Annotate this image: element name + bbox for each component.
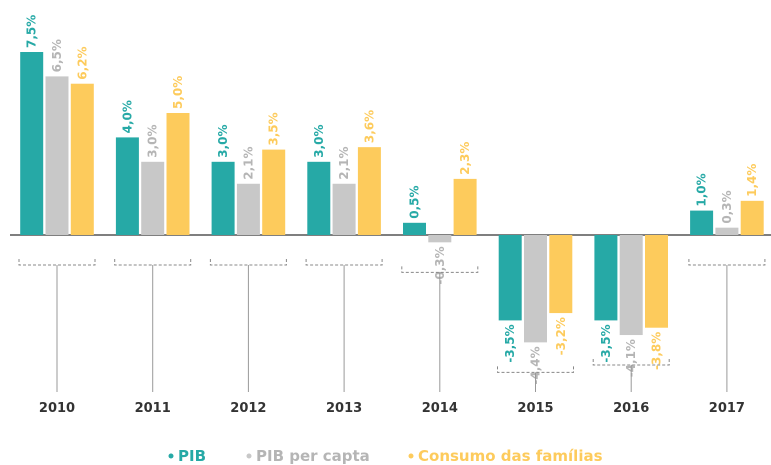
value-label: 1,4%	[745, 164, 759, 197]
bracket	[114, 259, 192, 266]
value-label: 5,0%	[171, 76, 185, 109]
legend-marker	[408, 453, 414, 459]
bar	[20, 52, 44, 235]
value-label: -4,1%	[624, 339, 638, 377]
bar	[357, 147, 381, 235]
value-label: -3,5%	[503, 324, 517, 362]
value-label: -4,4%	[529, 346, 543, 384]
bar	[403, 222, 426, 235]
bracket	[592, 359, 670, 366]
value-label: -0,3%	[433, 246, 447, 284]
bar	[115, 137, 139, 235]
value-label: 6,5%	[50, 39, 64, 72]
bracket	[18, 259, 96, 266]
bar	[524, 235, 547, 343]
x-tick-label: 2011	[135, 401, 171, 416]
bar	[236, 183, 260, 235]
value-label: 0,3%	[720, 190, 734, 223]
bracket	[688, 259, 766, 266]
x-tick-label: 2017	[709, 401, 745, 416]
bar	[141, 161, 165, 235]
x-tick-label: 2013	[326, 401, 362, 416]
bar	[645, 235, 668, 328]
legend-label: PIB	[178, 447, 206, 465]
x-tick-label: 2015	[517, 401, 553, 416]
legend-label: Consumo das famílias	[418, 447, 603, 465]
bar	[740, 200, 764, 235]
bar	[211, 161, 235, 235]
bar	[549, 235, 573, 314]
bar	[45, 76, 69, 236]
value-label: 3,0%	[216, 125, 230, 158]
bar	[307, 161, 331, 235]
bar	[690, 210, 714, 235]
bar	[453, 178, 477, 235]
bar	[715, 227, 739, 235]
x-tick-label: 2012	[230, 401, 266, 416]
value-label: -3,5%	[599, 324, 613, 362]
value-label: 6,2%	[75, 46, 89, 79]
value-label: 3,5%	[267, 112, 281, 145]
value-label: -3,2%	[554, 317, 568, 355]
legend-marker	[168, 453, 174, 459]
x-tick-label: 2014	[422, 401, 458, 416]
bar	[332, 183, 356, 235]
x-tick-label: 2010	[39, 401, 75, 416]
value-label: 3,6%	[362, 110, 376, 143]
bar	[262, 149, 286, 235]
value-label: 1,0%	[695, 173, 709, 206]
bracket	[305, 259, 383, 266]
value-label: 3,0%	[146, 125, 160, 158]
value-label: 2,1%	[241, 146, 255, 179]
bar	[498, 235, 522, 321]
value-label: 2,3%	[458, 142, 472, 175]
value-label: 2,1%	[337, 146, 351, 179]
legend-label: PIB per capta	[256, 447, 370, 465]
bar	[619, 235, 643, 336]
value-label: -3,8%	[650, 332, 664, 370]
bracket	[401, 266, 479, 273]
x-tick-label: 2016	[613, 401, 649, 416]
legend-marker	[246, 453, 252, 459]
value-label: 7,5%	[25, 15, 39, 48]
bar	[166, 113, 190, 235]
bar	[70, 83, 94, 235]
bar	[594, 235, 618, 321]
value-label: 3,0%	[312, 125, 326, 158]
bracket	[209, 259, 287, 266]
value-label: 4,0%	[120, 100, 134, 133]
bar	[428, 235, 452, 243]
value-label: 0,5%	[408, 186, 422, 219]
bracket	[497, 366, 574, 373]
